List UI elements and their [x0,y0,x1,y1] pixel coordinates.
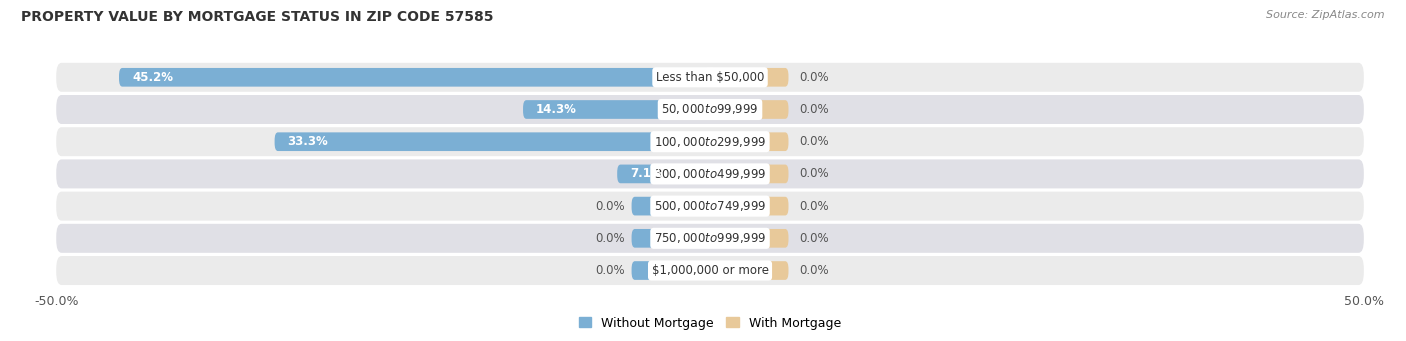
FancyBboxPatch shape [710,197,789,216]
FancyBboxPatch shape [56,192,1364,221]
Text: 0.0%: 0.0% [799,264,828,277]
FancyBboxPatch shape [631,197,710,216]
FancyBboxPatch shape [523,100,710,119]
FancyBboxPatch shape [56,95,1364,124]
Text: 0.0%: 0.0% [799,103,828,116]
FancyBboxPatch shape [710,165,789,183]
Text: 0.0%: 0.0% [799,135,828,148]
FancyBboxPatch shape [274,132,710,151]
Text: $500,000 to $749,999: $500,000 to $749,999 [654,199,766,213]
FancyBboxPatch shape [631,229,710,248]
Text: $750,000 to $999,999: $750,000 to $999,999 [654,231,766,245]
Text: $300,000 to $499,999: $300,000 to $499,999 [654,167,766,181]
Text: 7.1%: 7.1% [630,167,662,180]
Text: 0.0%: 0.0% [595,264,626,277]
Text: 0.0%: 0.0% [595,232,626,245]
FancyBboxPatch shape [617,165,710,183]
Text: $50,000 to $99,999: $50,000 to $99,999 [661,103,759,117]
FancyBboxPatch shape [56,160,1364,188]
Legend: Without Mortgage, With Mortgage: Without Mortgage, With Mortgage [574,312,846,335]
Text: PROPERTY VALUE BY MORTGAGE STATUS IN ZIP CODE 57585: PROPERTY VALUE BY MORTGAGE STATUS IN ZIP… [21,10,494,24]
Text: $1,000,000 or more: $1,000,000 or more [651,264,769,277]
Text: 0.0%: 0.0% [799,199,828,213]
FancyBboxPatch shape [710,229,789,248]
Text: 14.3%: 14.3% [536,103,576,116]
FancyBboxPatch shape [56,256,1364,285]
Text: $100,000 to $299,999: $100,000 to $299,999 [654,135,766,149]
FancyBboxPatch shape [631,261,710,280]
Text: 0.0%: 0.0% [595,199,626,213]
FancyBboxPatch shape [710,68,789,87]
Text: 33.3%: 33.3% [288,135,329,148]
FancyBboxPatch shape [710,132,789,151]
Text: 0.0%: 0.0% [799,232,828,245]
FancyBboxPatch shape [710,100,789,119]
FancyBboxPatch shape [56,224,1364,253]
Text: 0.0%: 0.0% [799,71,828,84]
Text: 0.0%: 0.0% [799,167,828,180]
Text: Less than $50,000: Less than $50,000 [655,71,765,84]
FancyBboxPatch shape [710,261,789,280]
Text: 45.2%: 45.2% [132,71,173,84]
Text: Source: ZipAtlas.com: Source: ZipAtlas.com [1267,10,1385,20]
FancyBboxPatch shape [56,63,1364,92]
FancyBboxPatch shape [56,127,1364,156]
FancyBboxPatch shape [120,68,710,87]
